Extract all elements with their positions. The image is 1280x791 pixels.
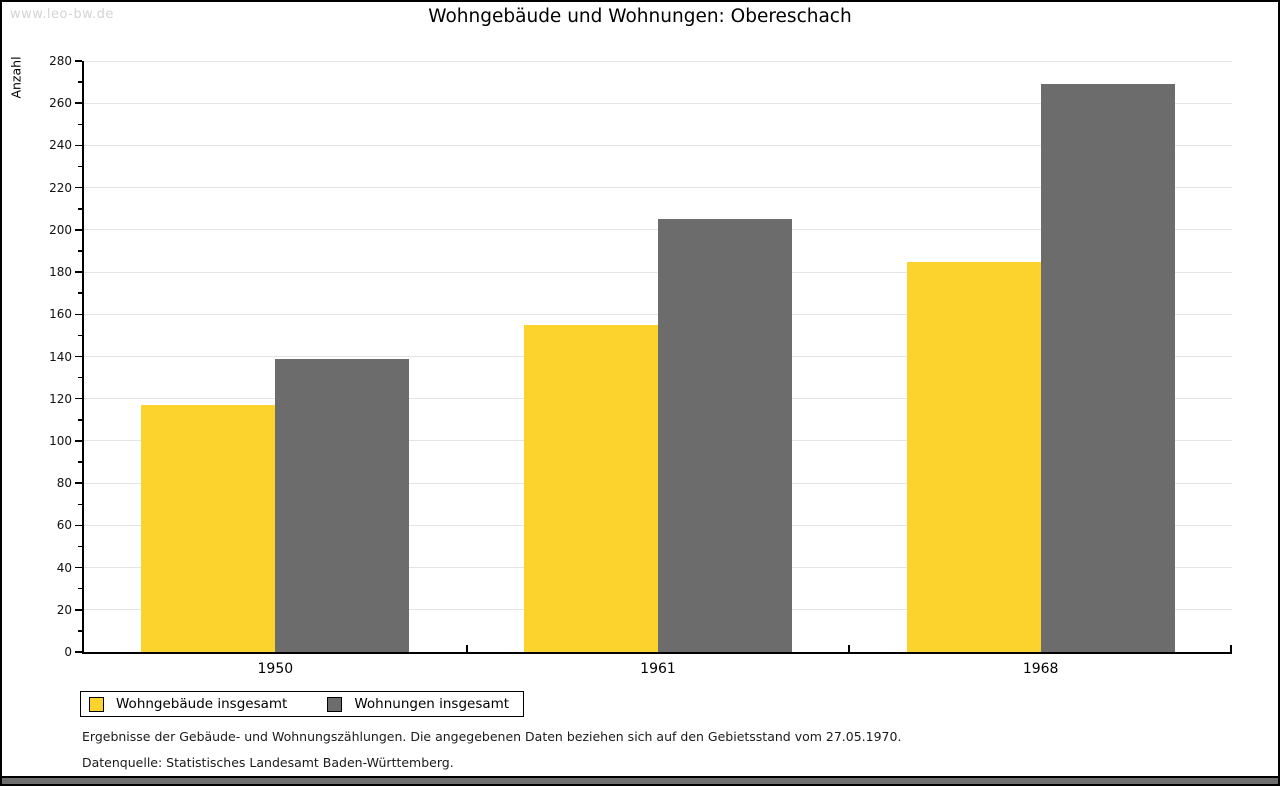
x-axis-tick bbox=[466, 645, 468, 652]
bar-1961-wohngebaeude bbox=[524, 324, 658, 652]
y-tick-major bbox=[75, 397, 82, 400]
gridline bbox=[84, 60, 1232, 62]
y-tick-minor bbox=[78, 123, 82, 126]
y-tick-minor bbox=[78, 292, 82, 294]
y-tick-label: 120 bbox=[49, 391, 72, 406]
y-tick-major bbox=[75, 102, 82, 104]
y-tick-label: 80 bbox=[56, 476, 72, 491]
y-tick-major bbox=[75, 144, 82, 147]
y-tick-label: 260 bbox=[49, 96, 72, 111]
y-tick-minor bbox=[78, 250, 82, 252]
y-tick-label: 200 bbox=[49, 222, 72, 237]
y-tick-major bbox=[75, 229, 82, 231]
bar-1968-wohnungen bbox=[1040, 84, 1175, 652]
bar-1968-wohngebaeude bbox=[906, 261, 1041, 652]
y-tick-major bbox=[75, 60, 82, 62]
y-tick-minor bbox=[78, 376, 82, 379]
gridline bbox=[84, 102, 1232, 104]
y-tick-label: 100 bbox=[49, 433, 72, 448]
y-tick-major bbox=[75, 524, 82, 527]
y-tick-major bbox=[75, 482, 82, 484]
bar-1961-wohnungen bbox=[658, 219, 792, 652]
y-tick-major bbox=[75, 271, 82, 273]
y-tick-minor bbox=[78, 334, 82, 337]
y-tick-label: 60 bbox=[56, 518, 72, 533]
footnote-results: Ergebnisse der Gebäude- und Wohnungszähl… bbox=[82, 729, 902, 744]
x-category-label: 1961 bbox=[640, 661, 676, 677]
bar-1950-wohnungen bbox=[275, 358, 410, 652]
y-tick-minor bbox=[78, 503, 82, 505]
legend-label-wohnungen: Wohnungen insgesamt bbox=[354, 696, 510, 712]
y-tick-label: 40 bbox=[56, 560, 72, 575]
y-tick-label: 240 bbox=[49, 138, 72, 153]
y-tick-minor bbox=[78, 81, 82, 83]
y-tick-minor bbox=[78, 587, 82, 590]
window-edge bbox=[2, 778, 1278, 784]
gridline bbox=[84, 187, 1232, 189]
footnote-datasource: Datenquelle: Statistisches Landesamt Bad… bbox=[82, 755, 454, 770]
y-tick-label: 160 bbox=[49, 307, 72, 322]
y-tick-label: 0 bbox=[64, 645, 72, 659]
y-tick-major bbox=[75, 355, 82, 358]
x-category-label: 1968 bbox=[1022, 661, 1059, 677]
y-tick-major bbox=[75, 186, 82, 189]
x-axis-tick bbox=[848, 645, 850, 652]
y-tick-label: 20 bbox=[56, 602, 72, 617]
watermark: www.leo-bw.de bbox=[10, 7, 114, 22]
legend-swatch-wohnungen-icon bbox=[327, 696, 343, 712]
x-axis-tick bbox=[1230, 645, 1232, 652]
y-tick-minor bbox=[78, 165, 82, 168]
y-tick-minor bbox=[78, 545, 82, 548]
y-tick-major bbox=[75, 566, 82, 569]
y-tick-minor bbox=[78, 461, 82, 463]
legend-label-wohngebaeude: Wohngebäude insgesamt bbox=[116, 696, 288, 712]
y-tick-major bbox=[75, 440, 82, 442]
legend: Wohngebäude insgesamt Wohnungen insgesam… bbox=[80, 691, 525, 717]
y-tick-label: 280 bbox=[49, 54, 72, 68]
legend-item-wohnungen: Wohnungen insgesamt bbox=[327, 696, 509, 712]
page-title: Wohngebäude und Wohnungen: Obereschach bbox=[428, 6, 852, 27]
frame-bottom-line bbox=[2, 776, 1278, 778]
y-tick-label: 220 bbox=[49, 180, 72, 195]
y-tick-label: 180 bbox=[49, 265, 72, 280]
y-tick-major bbox=[75, 609, 82, 611]
y-tick-minor bbox=[78, 208, 82, 210]
gridline bbox=[84, 144, 1232, 146]
legend-swatch-wohngebaeude-icon bbox=[89, 696, 104, 712]
legend-item-wohngebaeude: Wohngebäude insgesamt bbox=[89, 696, 287, 712]
y-tick-major bbox=[75, 313, 82, 316]
y-tick-label: 140 bbox=[49, 349, 72, 364]
y-tick-minor bbox=[78, 419, 82, 421]
plot-area: 0 20 40 60 80 100 120 140 160 180 200 220 240 260 280 1… bbox=[49, 54, 1232, 677]
bar-1950-wohngebaeude bbox=[141, 405, 276, 652]
y-tick-minor bbox=[78, 630, 82, 632]
y-axis-label: Anzahl bbox=[8, 56, 24, 99]
x-category-label: 1950 bbox=[257, 661, 294, 677]
y-tick-major bbox=[75, 651, 82, 653]
